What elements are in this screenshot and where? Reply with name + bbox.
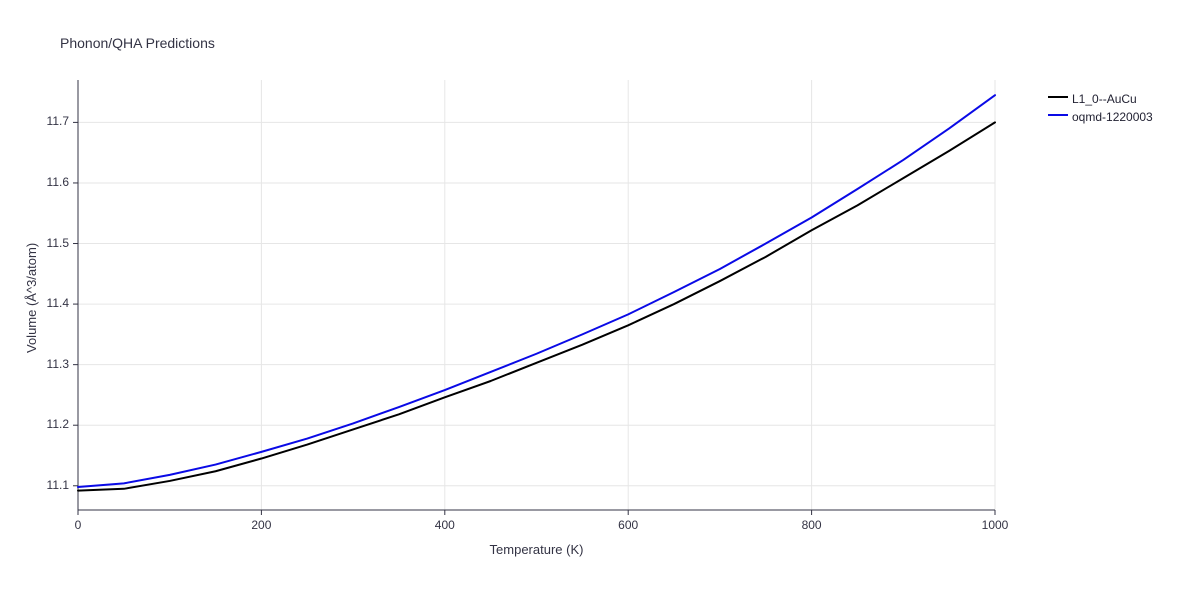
x-tick-label: 0: [63, 518, 93, 532]
y-tick-label: 11.4: [47, 296, 69, 310]
x-tick-label: 400: [430, 518, 460, 532]
legend-swatch: [1048, 114, 1068, 116]
y-tick-label: 11.2: [47, 417, 69, 431]
chart-container: Phonon/QHA Predictions 11.111.211.311.41…: [0, 0, 1200, 600]
x-tick-label: 200: [246, 518, 276, 532]
x-tick-label: 600: [613, 518, 643, 532]
legend-swatch: [1048, 96, 1068, 98]
y-tick-label: 11.5: [47, 236, 69, 250]
x-axis-title: Temperature (K): [477, 542, 597, 557]
legend-label: L1_0--AuCu: [1072, 92, 1137, 106]
legend-item[interactable]: oqmd-1220003: [1048, 108, 1153, 126]
y-tick-label: 11.6: [47, 175, 69, 189]
legend-item[interactable]: L1_0--AuCu: [1048, 90, 1137, 108]
legend-label: oqmd-1220003: [1072, 110, 1153, 124]
y-tick-label: 11.3: [47, 357, 69, 371]
y-tick-label: 11.1: [47, 478, 69, 492]
y-axis-title: Volume (Å^3/atom): [24, 243, 39, 353]
series-line-0[interactable]: [78, 122, 995, 490]
x-tick-label: 800: [797, 518, 827, 532]
y-tick-label: 11.7: [47, 114, 69, 128]
plot-area: [0, 0, 1200, 600]
series-line-1[interactable]: [78, 95, 995, 487]
x-tick-label: 1000: [980, 518, 1010, 532]
